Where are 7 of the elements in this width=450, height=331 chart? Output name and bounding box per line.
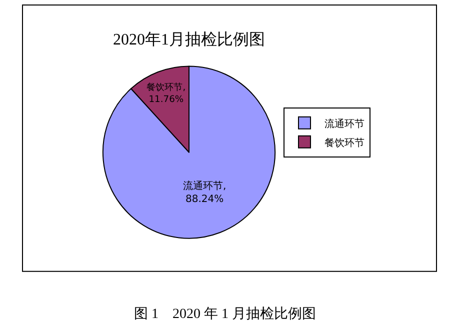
legend-label: 餐饮环节 [324,136,364,149]
pie-slice [102,66,276,239]
data-label: 流通环节, 88.24% [182,180,226,205]
chart-title: 2020年1月抽检比例图 [113,30,265,48]
legend-label: 流通环节 [324,118,364,130]
caption: 图 1 2020 年 1 月抽检比例图 [134,306,316,322]
data-label: 餐饮环节, 11.76% [146,82,186,105]
